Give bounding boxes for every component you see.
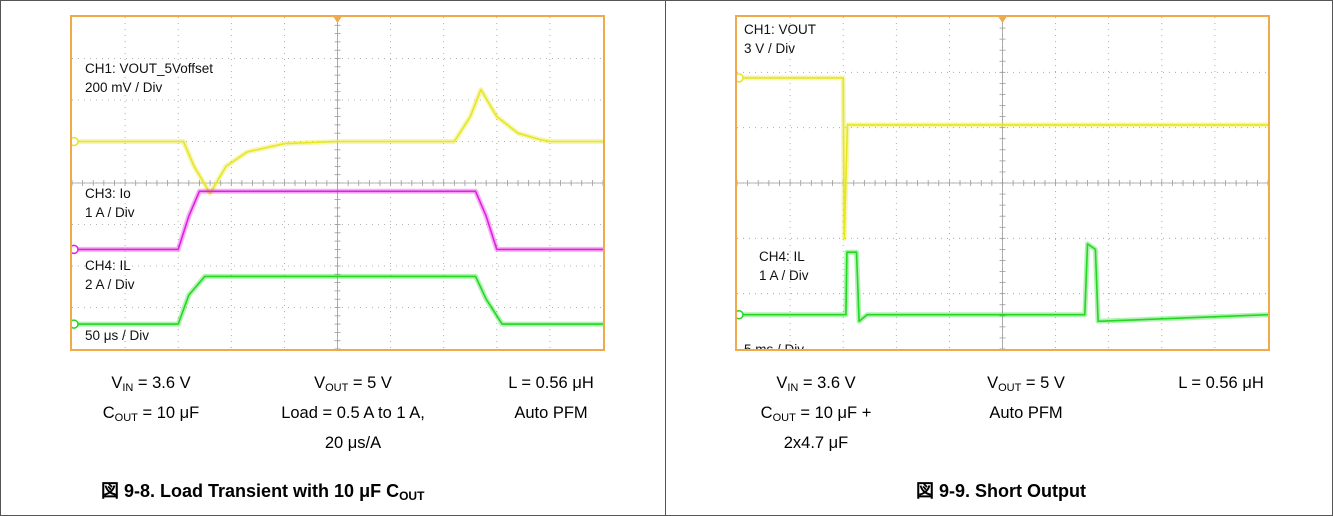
cout-condition: COUT = 10 μF + [760, 404, 872, 424]
trigger-marker [998, 17, 1007, 23]
trace-ch3 [72, 190, 603, 251]
inductor-condition: L = 0.56 μH [1178, 374, 1264, 392]
channel-marker-ch1 [72, 136, 79, 147]
channel-marker-ch1 [737, 73, 744, 83]
ch3-scale-label: 1 A / Div [85, 205, 135, 220]
channel-marker-ch4 [737, 309, 744, 320]
time-scale-label: 50 μs / Div [85, 328, 150, 343]
trace-ch1 [72, 88, 603, 195]
channel-marker-ch4 [72, 319, 79, 329]
oscilloscope-screen-right: CH1: VOUT 3 V / Div CH4: IL 1 A / Div 5 … [735, 15, 1270, 351]
ch1-scale-label: 3 V / Div [744, 41, 796, 56]
mode-condition: Auto PFM [514, 404, 588, 422]
vout-condition: VOUT = 5 V [987, 374, 1065, 394]
figure-9-9-panel: CH1: VOUT 3 V / Div CH4: IL 1 A / Div 5 … [665, 0, 1333, 516]
trace-ch4 [72, 275, 603, 325]
cout-condition: COUT = 10 μF [102, 404, 200, 424]
mode-condition: Auto PFM [989, 404, 1063, 422]
oscilloscope-screen-left: CH1: VOUT_5Voffset 200 mV / Div CH3: Io … [70, 15, 605, 351]
channel-marker-ch3 [72, 244, 79, 255]
slew-condition: 20 μs/A [324, 434, 382, 452]
ch4-name-label: CH4: IL [759, 249, 805, 264]
trace-ch1 [737, 77, 1268, 240]
figure-caption-right: 図 9-9. Short Output [916, 481, 1087, 501]
load-condition: Load = 0.5 A to 1 A, [281, 404, 425, 422]
vin-condition: VIN = 3.6 V [111, 374, 191, 394]
figure-caption-left: 図 9-8. Load Transient with 10 μF COUT [101, 481, 425, 503]
ch1-name-label: CH1: VOUT [744, 22, 817, 37]
trace-ch4 [737, 243, 1268, 323]
time-scale-label: 5 ms / Div [744, 342, 805, 351]
ch3-name-label: CH3: Io [85, 186, 131, 201]
ch4-name-label: CH4: IL [85, 258, 131, 273]
ch1-name-label: CH1: VOUT_5Voffset [85, 61, 214, 76]
ch4-scale-label: 2 A / Div [85, 277, 135, 292]
scope-plot-right [737, 17, 1268, 349]
vin-condition: VIN = 3.6 V [776, 374, 856, 394]
ch1-scale-label: 200 mV / Div [85, 80, 163, 95]
scope-plot-left [72, 17, 603, 349]
trigger-marker [333, 17, 342, 23]
figure-9-8-panel: CH1: VOUT_5Voffset 200 mV / Div CH3: Io … [0, 0, 666, 516]
vout-condition: VOUT = 5 V [314, 374, 392, 394]
cout-condition-2: 2x4.7 μF [783, 434, 849, 452]
inductor-condition: L = 0.56 μH [508, 374, 594, 392]
ch4-scale-label: 1 A / Div [759, 268, 809, 283]
